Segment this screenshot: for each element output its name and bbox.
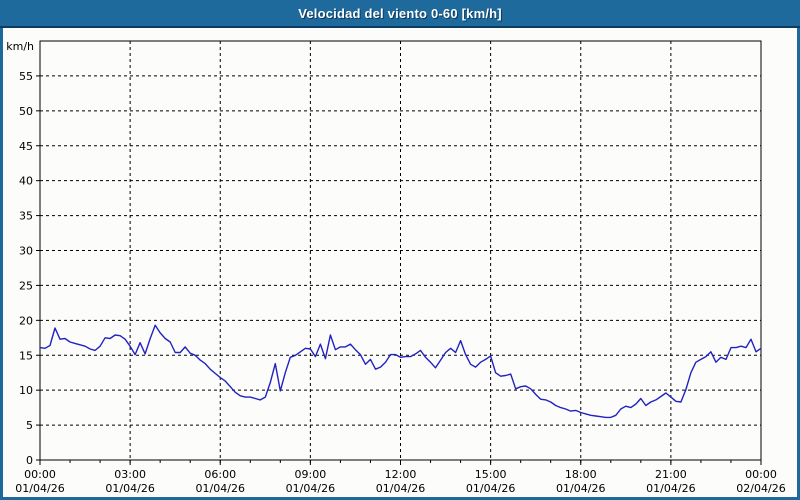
y-tick-label: 40 [19,175,33,188]
x-tick-date-label: 01/04/26 [15,482,64,495]
x-tick-date-label: 01/04/26 [196,482,245,495]
y-tick-label: 5 [26,419,33,432]
y-tick-label: 10 [19,384,33,397]
y-tick-label: 25 [19,279,33,292]
x-tick-time-label: 12:00 [385,468,417,481]
y-tick-label: 30 [19,245,33,258]
y-tick-label: 15 [19,349,33,362]
x-tick-time-label: 00:00 [24,468,56,481]
window-titlebar: Velocidad del viento 0-60 [km/h] [0,0,800,28]
plot-border [39,40,762,461]
x-tick-date-label: 01/04/26 [376,482,425,495]
x-tick-date-label: 01/04/26 [105,482,154,495]
wind-speed-line [39,324,762,419]
x-tick-date-label: 01/04/26 [466,482,515,495]
x-tick-time-label: 09:00 [295,468,327,481]
y-tick-label: 45 [19,140,33,153]
x-tick-time-label: 03:00 [114,468,146,481]
y-tick-label: 55 [19,70,33,83]
x-tick-date-label: 02/04/26 [736,482,785,495]
x-tick-time-label: 06:00 [204,468,236,481]
x-tick-time-label: 00:00 [745,468,777,481]
x-tick-date-label: 01/04/26 [646,482,695,495]
chart-title: Velocidad del viento 0-60 [km/h] [298,5,502,21]
x-tick-time-label: 15:00 [475,468,507,481]
x-tick-time-label: 18:00 [565,468,597,481]
y-tick-label: 35 [19,210,33,223]
x-tick-date-label: 01/04/26 [286,482,335,495]
x-tick-date-label: 01/04/26 [556,482,605,495]
y-tick-label: 0 [26,454,33,467]
y-axis-unit-label: km/h [6,40,34,53]
y-tick-label: 20 [19,314,33,327]
x-tick-time-label: 21:00 [655,468,687,481]
y-tick-label: 50 [19,105,33,118]
